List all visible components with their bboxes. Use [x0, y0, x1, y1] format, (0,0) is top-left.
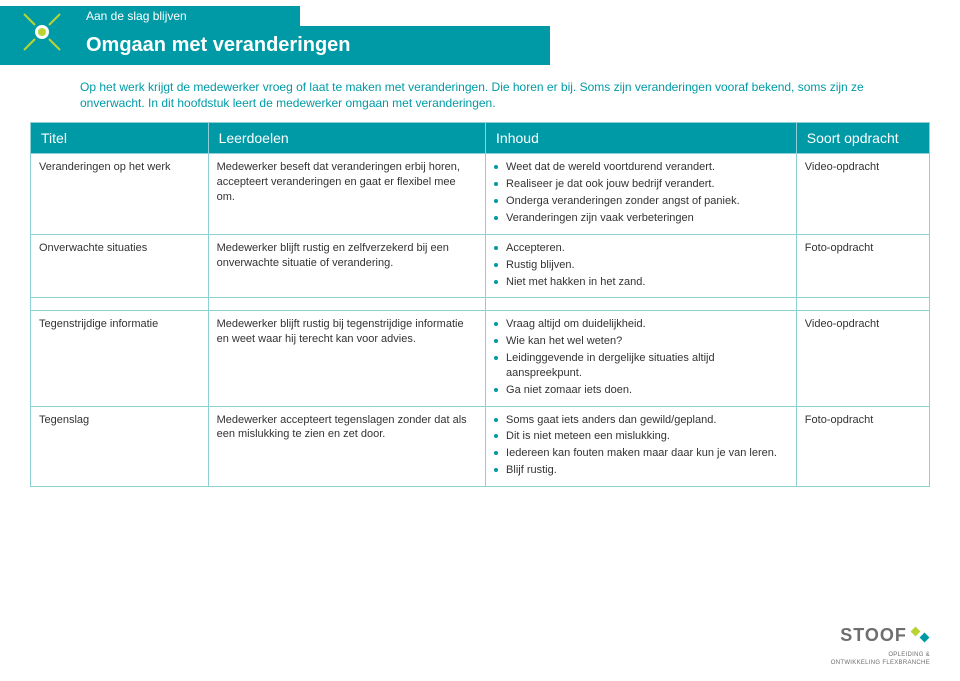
list-item: Blijf rustig.	[494, 463, 788, 478]
brand-sub1: OPLEIDING &	[831, 651, 930, 659]
list-item: Wie kan het wel weten?	[494, 334, 788, 349]
table-row: Onverwachte situaties Medewerker blijft …	[31, 234, 930, 298]
list-item: Soms gaat iets anders dan gewild/gepland…	[494, 413, 788, 428]
list-item: Iedereen kan fouten maken maar daar kun …	[494, 446, 788, 461]
table-row: Tegenstrijdige informatie Medewerker bli…	[31, 311, 930, 406]
footer-brand: STOOF OPLEIDING & ONTWIKKELING FLEXBRANC…	[831, 623, 930, 667]
page-title: Omgaan met veranderingen	[0, 26, 550, 65]
cell-titel: Veranderingen op het werk	[31, 154, 209, 234]
cell-leerdoelen: Medewerker blijft rustig en zelfverzeker…	[208, 234, 485, 298]
cell-soort: Foto-opdracht	[796, 234, 929, 298]
list-item: Dit is niet meteen een mislukking.	[494, 429, 788, 444]
list-item: Veranderingen zijn vaak verbeteringen	[494, 211, 788, 226]
table-header-row: Titel Leerdoelen Inhoud Soort opdracht	[31, 122, 930, 154]
intro-text: Op het werk krijgt de medewerker vroeg o…	[0, 65, 960, 121]
cell-titel: Tegenslag	[31, 406, 209, 486]
content-table: Titel Leerdoelen Inhoud Soort opdracht V…	[30, 122, 930, 487]
col-inhoud: Inhoud	[486, 122, 797, 154]
cell-soort: Video-opdracht	[796, 154, 929, 234]
col-titel: Titel	[31, 122, 209, 154]
cell-inhoud: Weet dat de wereld voortdurend verandert…	[486, 154, 797, 234]
cell-inhoud: Vraag altijd om duidelijkheid. Wie kan he…	[486, 311, 797, 406]
cell-inhoud: Soms gaat iets anders dan gewild/gepland…	[486, 406, 797, 486]
brand-sub2: ONTWIKKELING FLEXBRANCHE	[831, 659, 930, 667]
cell-soort: Video-opdracht	[796, 311, 929, 406]
cell-leerdoelen: Medewerker beseft dat veranderingen erbi…	[208, 154, 485, 234]
cell-leerdoelen: Medewerker accepteert tegenslagen zonder…	[208, 406, 485, 486]
list-item: Niet met hakken in het zand.	[494, 275, 788, 290]
list-item: Onderga veranderingen zonder angst of pa…	[494, 194, 788, 209]
list-item: Realiseer je dat ook jouw bedrijf verand…	[494, 177, 788, 192]
list-item: Rustig blijven.	[494, 258, 788, 273]
list-item: Weet dat de wereld voortdurend verandert…	[494, 160, 788, 175]
brand-name: STOOF	[840, 625, 907, 645]
cell-leerdoelen: Medewerker blijft rustig bij tegenstrijd…	[208, 311, 485, 406]
list-item: Vraag altijd om duidelijkheid.	[494, 317, 788, 332]
page-header: Aan de slag blijven Omgaan met veranderi…	[0, 0, 960, 65]
cell-soort: Foto-opdracht	[796, 406, 929, 486]
sunburst-icon	[12, 2, 72, 67]
cell-titel: Onverwachte situaties	[31, 234, 209, 298]
table-row: Veranderingen op het werk Medewerker bes…	[31, 154, 930, 234]
cell-inhoud: Accepteren. Rustig blijven. Niet met hakke…	[486, 234, 797, 298]
list-item: Leidinggevende in dergelijke situaties a…	[494, 351, 788, 381]
cell-titel: Tegenstrijdige informatie	[31, 311, 209, 406]
brand-accent-icon	[910, 626, 930, 651]
list-item: Ga niet zomaar iets doen.	[494, 383, 788, 398]
col-soort: Soort opdracht	[796, 122, 929, 154]
col-leerdoelen: Leerdoelen	[208, 122, 485, 154]
list-item: Accepteren.	[494, 241, 788, 256]
table-row: Tegenslag Medewerker accepteert tegensla…	[31, 406, 930, 486]
